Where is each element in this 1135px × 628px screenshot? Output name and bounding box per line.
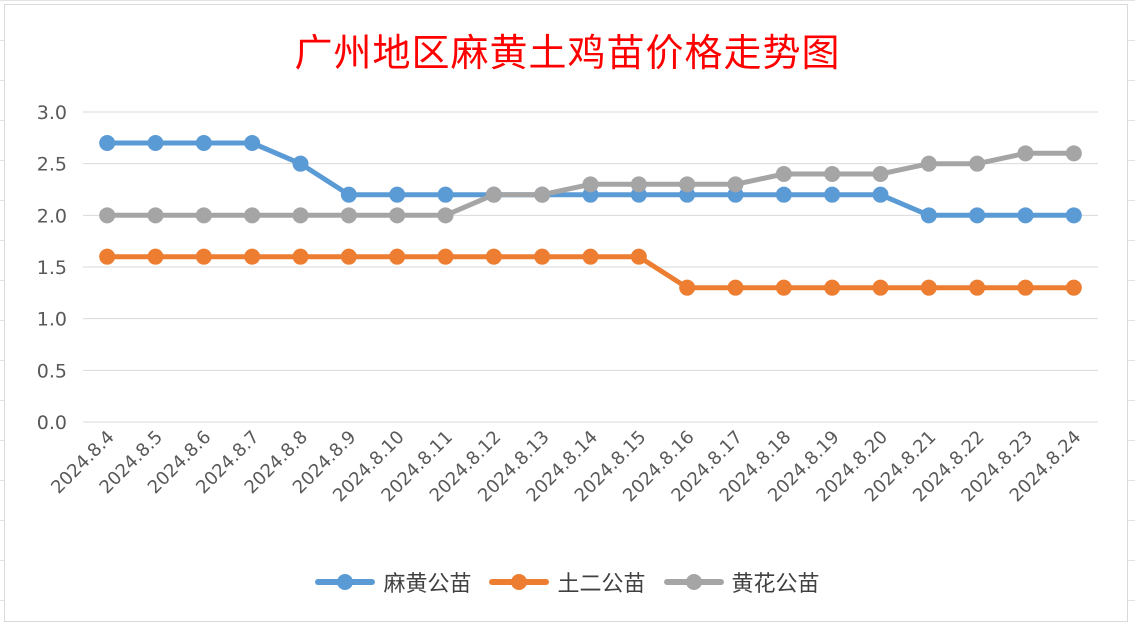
series-2-point-16 [872, 166, 889, 182]
series-1-point-5 [340, 248, 357, 265]
series-0-point-7 [437, 186, 454, 203]
series-1-point-10 [582, 248, 599, 265]
series-1-point-15 [824, 279, 841, 296]
series-1-point-0 [99, 248, 116, 265]
series-0-point-19 [1017, 207, 1034, 224]
y-tick-label-0: 0.0 [37, 412, 67, 434]
series-1-point-12 [679, 279, 696, 296]
series-1-point-9 [534, 248, 551, 265]
series-1-point-6 [389, 248, 406, 265]
series-1-point-11 [630, 248, 647, 265]
series-2-point-4 [292, 207, 309, 224]
series-2-point-9 [534, 186, 551, 203]
series-2-point-20 [1065, 145, 1082, 162]
series-1-point-16 [872, 279, 889, 296]
series-0-point-2 [195, 135, 212, 151]
chart-frame[interactable] [4, 4, 1128, 622]
series-1-point-20 [1065, 279, 1082, 296]
series-0-point-16 [872, 186, 889, 203]
series-2-point-2 [195, 207, 212, 224]
series-2-point-6 [389, 207, 406, 224]
series-2-point-1 [147, 207, 164, 224]
series-2-point-11 [630, 176, 647, 193]
series-0-point-6 [389, 186, 406, 203]
series-1-point-14 [775, 279, 792, 296]
series-0-point-5 [340, 186, 357, 203]
series-1-point-2 [195, 248, 212, 265]
series-1-point-8 [485, 248, 502, 265]
y-tick-label-3: 1.5 [37, 257, 67, 279]
series-1-point-3 [244, 248, 261, 265]
legend-swatch-series-1 [489, 574, 550, 590]
legend-swatch-series-0 [315, 574, 376, 590]
series-2-point-7 [437, 207, 454, 224]
series-1-point-7 [437, 248, 454, 265]
series-2-point-10 [582, 176, 599, 193]
series-0-point-15 [824, 186, 841, 203]
series-1-point-1 [147, 248, 164, 265]
legend-label-series-1: 土二公苗 [557, 572, 646, 597]
legend-item-series-2: 黄花公苗 [663, 566, 820, 598]
chart-legend: 麻黄公苗 土二公苗 黄花公苗 [0, 566, 1135, 598]
series-0-point-17 [920, 207, 937, 224]
legend-label-series-0: 麻黄公苗 [383, 572, 472, 597]
series-1-point-18 [969, 279, 986, 296]
series-2-point-18 [969, 155, 986, 172]
legend-swatch-series-2 [663, 574, 724, 590]
series-2-point-15 [824, 166, 841, 182]
series-0-point-4 [292, 155, 309, 172]
series-1-point-13 [727, 279, 744, 296]
legend-label-series-2: 黄花公苗 [731, 572, 820, 597]
y-tick-label-2: 1.0 [37, 309, 67, 331]
y-tick-label-4: 2.0 [37, 205, 67, 227]
series-0-point-1 [147, 135, 164, 151]
series-1-point-17 [920, 279, 937, 296]
y-tick-label-5: 2.5 [37, 154, 67, 176]
series-2-point-14 [775, 166, 792, 182]
series-2-point-8 [485, 186, 502, 203]
series-2-point-12 [679, 176, 696, 193]
series-2-point-19 [1017, 145, 1034, 162]
chart-title: 广州地区麻黄土鸡苗价格走势图 [294, 31, 841, 75]
series-1-point-19 [1017, 279, 1034, 296]
series-2-point-5 [340, 207, 357, 224]
y-tick-label-1: 0.5 [37, 360, 67, 382]
series-0-point-18 [969, 207, 986, 224]
series-1-point-4 [292, 248, 309, 265]
series-0-point-3 [244, 135, 261, 151]
legend-item-series-0: 麻黄公苗 [315, 566, 471, 598]
series-2-point-3 [244, 207, 261, 224]
series-0-point-0 [99, 135, 116, 151]
series-0-point-14 [775, 186, 792, 203]
legend-item-series-1: 土二公苗 [489, 566, 646, 598]
series-2-point-13 [727, 176, 744, 193]
series-0-point-20 [1065, 207, 1082, 224]
y-tick-label-6: 3.0 [37, 102, 67, 124]
series-2-point-17 [920, 155, 937, 172]
series-2-point-0 [99, 207, 116, 224]
